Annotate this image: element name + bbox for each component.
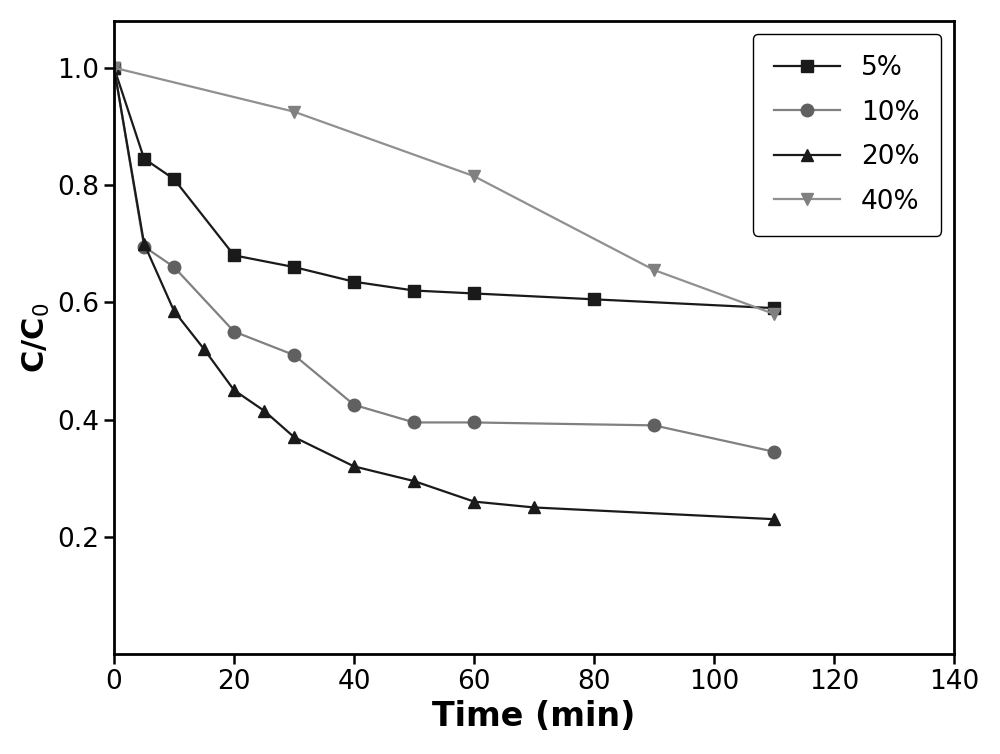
5% bbox=[408, 286, 420, 295]
20% bbox=[408, 477, 420, 486]
20% bbox=[168, 307, 180, 316]
10% bbox=[228, 327, 240, 336]
Y-axis label: C/C$_0$: C/C$_0$ bbox=[21, 302, 52, 372]
5% bbox=[138, 154, 150, 163]
10% bbox=[288, 351, 300, 360]
40% bbox=[648, 265, 660, 274]
20% bbox=[108, 63, 120, 72]
10% bbox=[648, 421, 660, 430]
20% bbox=[528, 503, 540, 512]
10% bbox=[138, 242, 150, 251]
20% bbox=[138, 239, 150, 248]
40% bbox=[468, 172, 480, 181]
20% bbox=[198, 345, 210, 354]
Line: 20%: 20% bbox=[108, 62, 780, 526]
20% bbox=[468, 497, 480, 506]
Line: 10%: 10% bbox=[108, 62, 780, 458]
5% bbox=[588, 295, 600, 304]
20% bbox=[258, 406, 270, 415]
5% bbox=[348, 277, 360, 287]
40% bbox=[108, 63, 120, 72]
Line: 5%: 5% bbox=[108, 62, 780, 314]
5% bbox=[468, 289, 480, 298]
10% bbox=[348, 400, 360, 409]
40% bbox=[288, 107, 300, 116]
20% bbox=[348, 462, 360, 471]
20% bbox=[768, 515, 780, 524]
5% bbox=[768, 304, 780, 313]
Legend: 5%, 10%, 20%, 40%: 5%, 10%, 20%, 40% bbox=[753, 34, 941, 236]
10% bbox=[408, 418, 420, 427]
20% bbox=[288, 433, 300, 442]
5% bbox=[168, 175, 180, 184]
X-axis label: Time (min): Time (min) bbox=[432, 700, 636, 733]
10% bbox=[468, 418, 480, 427]
5% bbox=[288, 262, 300, 271]
20% bbox=[228, 386, 240, 395]
Line: 40%: 40% bbox=[108, 62, 780, 320]
5% bbox=[108, 63, 120, 72]
10% bbox=[108, 63, 120, 72]
40% bbox=[768, 309, 780, 318]
10% bbox=[168, 262, 180, 271]
10% bbox=[768, 447, 780, 456]
5% bbox=[228, 251, 240, 260]
